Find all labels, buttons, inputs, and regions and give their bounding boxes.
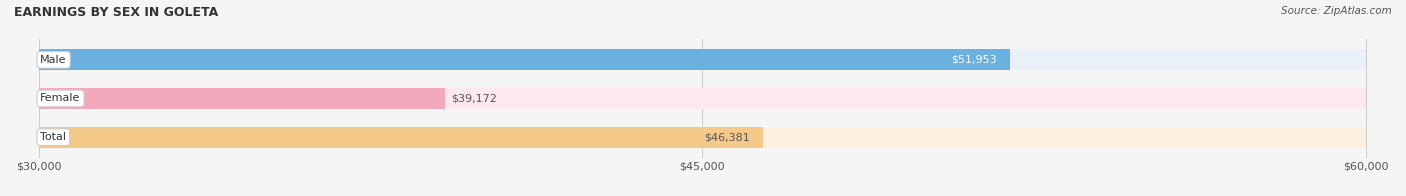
Text: $46,381: $46,381 — [704, 132, 751, 142]
Text: $39,172: $39,172 — [451, 93, 498, 103]
Text: Female: Female — [41, 93, 80, 103]
Bar — [39, 126, 1365, 148]
Text: Total: Total — [41, 132, 66, 142]
Text: $51,953: $51,953 — [950, 55, 997, 65]
Text: EARNINGS BY SEX IN GOLETA: EARNINGS BY SEX IN GOLETA — [14, 6, 218, 19]
Bar — [39, 49, 1010, 70]
Text: Source: ZipAtlas.com: Source: ZipAtlas.com — [1281, 6, 1392, 16]
Bar — [39, 49, 1365, 70]
Bar — [39, 88, 1365, 109]
Text: Male: Male — [41, 55, 67, 65]
Bar — [39, 88, 444, 109]
Bar — [39, 126, 763, 148]
